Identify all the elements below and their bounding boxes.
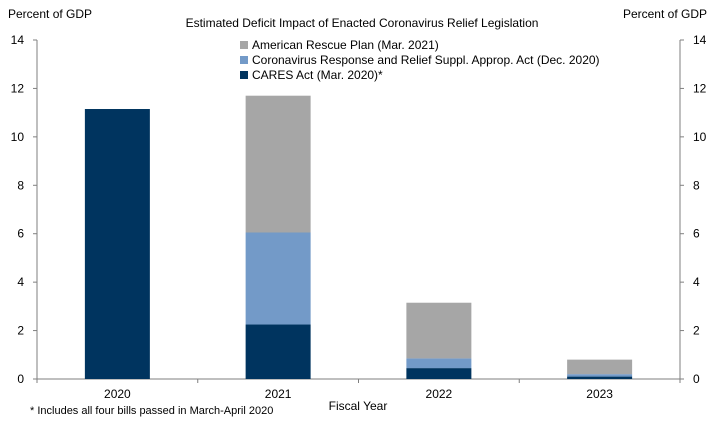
- y-tick-label-left: 12: [11, 81, 25, 95]
- legend-label-series-1: Coronavirus Response and Relief Suppl. A…: [252, 53, 600, 67]
- y-tick-label-right: 0: [693, 372, 700, 386]
- y-tick-label-right: 14: [693, 33, 707, 47]
- y-tick-label-left: 14: [11, 33, 25, 47]
- footnote: * Includes all four bills passed in Marc…: [30, 405, 273, 417]
- x-axis-title: Fiscal Year: [329, 399, 388, 413]
- legend-label-series-0: CARES Act (Mar. 2020)*: [252, 68, 383, 82]
- bar-segment-2022-series-1: [406, 358, 472, 369]
- bar-segment-2021-series-2: [245, 95, 311, 233]
- x-tick-label: 2022: [426, 387, 453, 401]
- legend-swatch-series-2: [240, 41, 248, 49]
- bar-segment-2023-series-2: [567, 359, 633, 375]
- y-axis-left-title: Percent of GDP: [8, 7, 92, 21]
- legend: American Rescue Plan (Mar. 2021)Coronavi…: [240, 38, 600, 82]
- y-tick-label-left: 2: [17, 324, 24, 338]
- legend-label-series-2: American Rescue Plan (Mar. 2021): [252, 38, 439, 52]
- y-tick-label-right: 8: [693, 178, 700, 192]
- bars-layer: [84, 95, 633, 379]
- y-tick-label-right: 12: [693, 81, 707, 95]
- chart-title: Estimated Deficit Impact of Enacted Coro…: [186, 16, 539, 30]
- y-tick-label-right: 6: [693, 227, 700, 241]
- bar-segment-2021-series-1: [245, 232, 311, 325]
- y-tick-label-left: 8: [17, 178, 24, 192]
- y-tick-label-left: 4: [17, 275, 24, 289]
- x-tick-label: 2021: [265, 387, 292, 401]
- y-tick-label-right: 4: [693, 275, 700, 289]
- bar-segment-2022-series-2: [406, 302, 472, 359]
- bar-segment-2021-series-0: [245, 324, 311, 379]
- bar-segment-2020-series-0: [84, 109, 150, 379]
- y-tick-label-left: 10: [11, 130, 25, 144]
- x-tick-label: 2023: [586, 387, 613, 401]
- bar-segment-2023-series-1: [567, 374, 633, 377]
- y-axis-right-title: Percent of GDP: [623, 7, 707, 21]
- x-tick-label: 2020: [104, 387, 131, 401]
- y-tick-label-right: 2: [693, 324, 700, 338]
- y-tick-label-left: 6: [17, 227, 24, 241]
- legend-swatch-series-0: [240, 71, 248, 79]
- y-tick-label-left: 0: [17, 372, 24, 386]
- y-tick-label-right: 10: [693, 130, 707, 144]
- bar-segment-2022-series-0: [406, 368, 472, 379]
- bar-segment-2023-series-0: [567, 376, 633, 379]
- legend-swatch-series-1: [240, 56, 248, 64]
